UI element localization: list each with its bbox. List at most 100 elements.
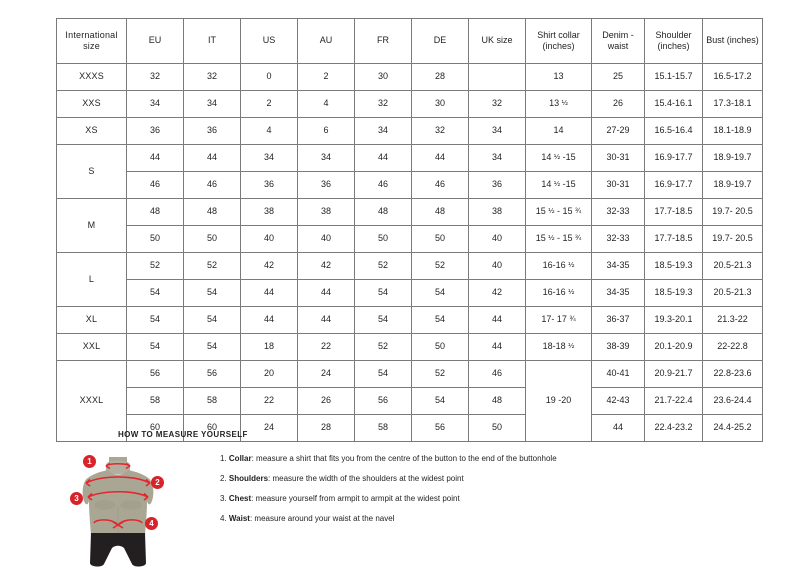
cell-it: 36 (183, 117, 241, 145)
cell-de: 52 (411, 360, 469, 388)
cell-shirt-collar: 14 (525, 117, 592, 145)
table-row: L 52 52 42 42 52 52 40 16-16 ½ 34-35 18.5-19.3 20.5… (56, 252, 763, 307)
cell-international-size: XXXL (56, 360, 127, 442)
cell-eu: 58 (126, 387, 184, 415)
cell-us: 24 (240, 414, 298, 442)
cell-it: 54 (183, 333, 241, 361)
instruction-term: Shoulders (228, 474, 269, 483)
cell-denim-waist: 40-41 (591, 360, 645, 388)
cell-au: 2 (297, 63, 355, 91)
cell-fr: 54 (354, 306, 412, 334)
table-row: 58 58 22 26 56 54 48 42-43 21.7-22.4 23.6-24.4 (57, 387, 763, 415)
cell-au: 38 (297, 198, 355, 226)
cell-it: 34 (183, 90, 241, 118)
cell-de: 32 (411, 117, 469, 145)
cell-us: 40 (240, 225, 298, 253)
cell-international-size: XXS (56, 90, 127, 118)
table-row: S 44 44 34 34 44 44 34 14 ½ -15 30-31 16.9-17.7 18.… (56, 144, 763, 199)
column-header-uk-size: UK size (468, 18, 526, 64)
instruction-text: : measure the width of the shoulders at … (268, 474, 464, 483)
table-row: XXXS 32 32 0 2 30 28 13 25 15.1-15.7 16.5-17.2 (56, 63, 763, 91)
cell-de: 56 (411, 414, 469, 442)
cell-de: 50 (411, 333, 469, 361)
cell-uk-size: 46 (468, 360, 526, 388)
size-chart-table-container: International size EU IT US AU FR DE UK … (56, 18, 763, 442)
cell-bust: 20.5-21.3 (702, 279, 763, 307)
cell-shoulder: 17.7-18.5 (644, 198, 703, 226)
cell-de: 50 (411, 225, 469, 253)
cell-au: 42 (297, 252, 355, 280)
measure-instructions-list: 1. Collar: measure a shirt that fits you… (220, 445, 557, 535)
cell-uk-size: 48 (468, 387, 526, 415)
cell-denim-waist: 30-31 (591, 171, 645, 199)
instruction-text: : measure a shirt that fits you from the… (251, 454, 557, 463)
cell-shoulder: 15.1-15.7 (644, 63, 703, 91)
cell-bust: 16.5-17.2 (702, 63, 763, 91)
cell-au: 6 (297, 117, 355, 145)
column-header-international-size: International size (56, 18, 127, 64)
cell-uk-size (468, 63, 526, 91)
cell-au: 40 (297, 225, 355, 253)
cell-uk-size: 38 (468, 198, 526, 226)
cell-fr: 52 (354, 333, 412, 361)
cell-fr: 48 (354, 198, 412, 226)
cell-shirt-collar: 13 ½ (525, 90, 592, 118)
cell-it: 54 (183, 306, 241, 334)
cell-shirt-collar: 14 ½ -15 (525, 144, 592, 172)
cell-de: 52 (411, 252, 469, 280)
cell-shoulder: 16.5-16.4 (644, 117, 703, 145)
cell-us: 36 (240, 171, 298, 199)
cell-it: 56 (183, 360, 241, 388)
instruction-term: Chest (228, 494, 252, 503)
chest-shading-right (120, 500, 141, 510)
cell-bust: 21.3-22 (702, 306, 763, 334)
cell-au: 36 (297, 171, 355, 199)
cell-bust: 18.1-18.9 (702, 117, 763, 145)
cell-shoulder: 20.1-20.9 (644, 333, 703, 361)
measure-instruction-1: 1. Collar: measure a shirt that fits you… (220, 455, 557, 463)
size-chart-table: International size EU IT US AU FR DE UK … (56, 18, 763, 442)
column-header-it: IT (183, 18, 241, 64)
cell-denim-waist: 27-29 (591, 117, 645, 145)
shoulders-arrow (85, 476, 151, 487)
cell-uk-size: 32 (468, 90, 526, 118)
cell-uk-size: 40 (468, 252, 526, 280)
torso-illustration-svg (82, 457, 154, 567)
cell-de: 54 (411, 387, 469, 415)
cell-bust: 20.5-21.3 (702, 252, 763, 280)
cell-de: 28 (411, 63, 469, 91)
column-header-shirt-collar: Shirt collar (inches) (525, 18, 592, 64)
cell-bust: 22-22.8 (702, 333, 763, 361)
cell-shoulder: 17.7-18.5 (644, 225, 703, 253)
table-row: XS 36 36 4 6 34 32 34 14 27-29 16.5-16.4 18.1-18.9 (56, 117, 763, 145)
cell-fr: 56 (354, 387, 412, 415)
cell-eu: 54 (126, 333, 184, 361)
instruction-text: : measure around your waist at the navel (249, 514, 395, 523)
cell-it: 48 (183, 198, 241, 226)
cell-international-size: XS (56, 117, 127, 145)
cell-uk-size: 34 (468, 144, 526, 172)
table-row: XL 54 54 44 44 54 54 44 17- 17 ¾ 36-37 19.3-20.1 21… (56, 306, 763, 334)
cell-it: 32 (183, 63, 241, 91)
cell-us: 22 (240, 387, 298, 415)
cell-fr: 30 (354, 63, 412, 91)
cell-us: 20 (240, 360, 298, 388)
cell-de: 48 (411, 198, 469, 226)
cell-us: 2 (240, 90, 298, 118)
cell-denim-waist: 32-33 (591, 225, 645, 253)
cell-international-size: XXL (56, 333, 127, 361)
how-to-measure-section: HOW TO MEASURE YOURSELF (70, 430, 718, 573)
cell-shoulder: 20.9-21.7 (644, 360, 703, 388)
cell-denim-waist: 25 (591, 63, 645, 91)
cell-fr: 32 (354, 90, 412, 118)
cell-us: 34 (240, 144, 298, 172)
cell-de: 54 (411, 279, 469, 307)
how-to-measure-heading: HOW TO MEASURE YOURSELF (118, 430, 248, 439)
measure-instruction-4: 4. Waist: measure around your waist at t… (220, 515, 557, 523)
cell-eu: 34 (126, 90, 184, 118)
column-header-fr: FR (354, 18, 412, 64)
cell-bust: 19.7- 20.5 (702, 225, 763, 253)
column-header-shoulder: Shoulder (inches) (644, 18, 703, 64)
cell-shirt-collar: 17- 17 ¾ (525, 306, 592, 334)
cell-uk-size: 44 (468, 306, 526, 334)
